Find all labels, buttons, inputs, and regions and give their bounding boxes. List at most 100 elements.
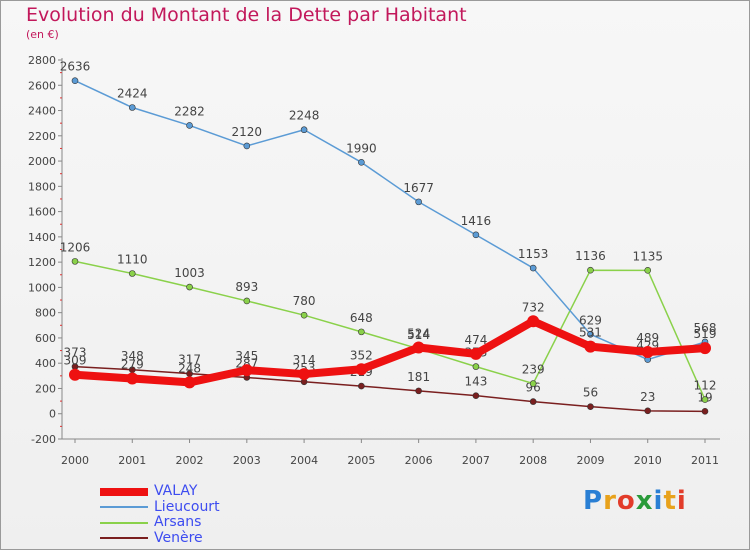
x-tick-label: 2009 (576, 454, 604, 467)
legend-label: Arsans (154, 514, 202, 531)
data-label-valay: 531 (579, 326, 602, 340)
data-label-arsans: 112 (694, 379, 717, 393)
x-tick-label: 2002 (176, 454, 204, 467)
data-label-valay: 279 (121, 357, 144, 371)
line-chart: -200 0 200 400 600 800 1000 1200 1400 1600 1800 200… (28, 54, 720, 467)
series-line-valay (71, 317, 709, 387)
data-point-arsans (128, 270, 136, 277)
series-line-lieucourt (74, 79, 706, 361)
x-tick-label: 2010 (634, 454, 662, 467)
data-point-arsans (701, 396, 709, 403)
chart-title: Evolution du Montant de la Dette par Hab… (26, 4, 467, 26)
data-label-arsans: 514 (407, 328, 430, 342)
data-label-arsans: 1136 (575, 249, 606, 263)
x-tick-label: 2006 (405, 454, 433, 467)
series-line-venère (74, 365, 706, 413)
data-point-valay (412, 341, 425, 354)
data-label-lieucourt: 2424 (117, 87, 148, 101)
legend-label: Lieucourt (154, 498, 220, 515)
data-label-valay: 524 (407, 327, 430, 341)
legend-swatch (100, 506, 148, 509)
y-tick-label: 2400 (28, 105, 56, 118)
legend-swatch (100, 537, 148, 540)
y-tick-label: 2600 (28, 79, 56, 92)
data-point-venère (587, 403, 594, 410)
data-label-arsans: 780 (293, 294, 316, 308)
data-point-valay (298, 368, 311, 381)
data-label-valay: 732 (522, 300, 545, 314)
y-tick-label: 200 (35, 382, 56, 395)
data-point-lieucourt (186, 122, 193, 129)
logo-letter: x (635, 486, 654, 516)
data-label-venère: 348 (121, 349, 144, 363)
data-label-valay: 519 (694, 327, 717, 341)
chart-subtitle: (en €) (26, 28, 59, 41)
data-point-arsans (300, 311, 308, 319)
y-tick-label: 2000 (28, 155, 56, 168)
data-point-arsans (644, 267, 652, 274)
data-point-valay (527, 315, 540, 328)
data-label-arsans: 1110 (117, 253, 148, 267)
y-tick-label: 1000 (28, 281, 56, 294)
data-label-lieucourt: 1677 (403, 181, 434, 195)
data-point-arsans (243, 297, 251, 305)
y-tick-label: 600 (35, 332, 56, 345)
data-label-venère: 317 (178, 353, 201, 367)
data-label-valay: 345 (235, 349, 258, 363)
data-point-lieucourt (300, 126, 308, 134)
data-label-valay: 309 (64, 354, 87, 368)
data-point-valay (69, 368, 81, 381)
y-tick-label: 1800 (28, 180, 56, 193)
legend-item-venère: Venère (100, 530, 220, 547)
data-point-lieucourt (472, 231, 480, 239)
data-point-valay (355, 363, 368, 376)
y-tick-label: 800 (35, 307, 56, 320)
data-point-valay (699, 342, 711, 355)
series-line-arsans (74, 260, 706, 401)
legend-item-lieucourt: Lieucourt (100, 498, 220, 516)
data-point-valay (240, 364, 253, 377)
data-point-lieucourt (358, 159, 365, 166)
x-tick-label: 2003 (233, 454, 261, 467)
data-point-venère (701, 408, 709, 415)
data-point-lieucourt (128, 104, 136, 111)
y-tick-label: 2200 (28, 130, 56, 143)
logo-letter: o (616, 486, 636, 516)
data-label-lieucourt: 2282 (174, 104, 205, 118)
data-label-venère: 373 (64, 346, 87, 360)
data-label-lieucourt: 2120 (232, 125, 263, 139)
data-label-lieucourt: 1416 (461, 214, 492, 228)
data-label-lieucourt: 2248 (289, 109, 320, 123)
legend-item-arsans: Arsans (100, 515, 220, 531)
data-point-valay (469, 347, 482, 360)
x-tick-label: 2007 (462, 454, 490, 467)
x-tick-label: 2008 (519, 454, 547, 467)
data-point-venère (529, 398, 537, 405)
data-label-venère: 96 (526, 381, 541, 395)
data-label-valay: 489 (636, 331, 659, 345)
legend-swatch (100, 521, 148, 524)
y-tick-label: 0 (49, 408, 56, 421)
x-tick-label: 2000 (61, 454, 89, 467)
legend-swatch (100, 487, 148, 496)
data-point-venère (472, 392, 480, 399)
data-point-arsans (587, 266, 594, 274)
data-label-lieucourt: 568 (694, 321, 717, 335)
logo-letter: r (603, 486, 617, 516)
data-point-venère (644, 407, 652, 415)
data-label-valay: 352 (350, 348, 373, 362)
data-point-arsans (71, 258, 79, 265)
data-label-valay: 474 (464, 333, 487, 347)
x-tick-label: 2004 (290, 454, 318, 467)
y-tick-label: 1600 (28, 206, 56, 219)
data-label-venère: 143 (464, 375, 487, 389)
data-label-lieucourt: 629 (579, 313, 602, 327)
y-tick-label: -200 (31, 433, 56, 446)
data-point-arsans (358, 328, 365, 336)
data-label-venère: 181 (407, 370, 430, 384)
data-label-arsans: 239 (522, 363, 545, 377)
data-label-arsans: 648 (350, 311, 373, 325)
y-tick-label: 2800 (28, 54, 56, 67)
data-label-arsans: 1135 (632, 249, 663, 263)
